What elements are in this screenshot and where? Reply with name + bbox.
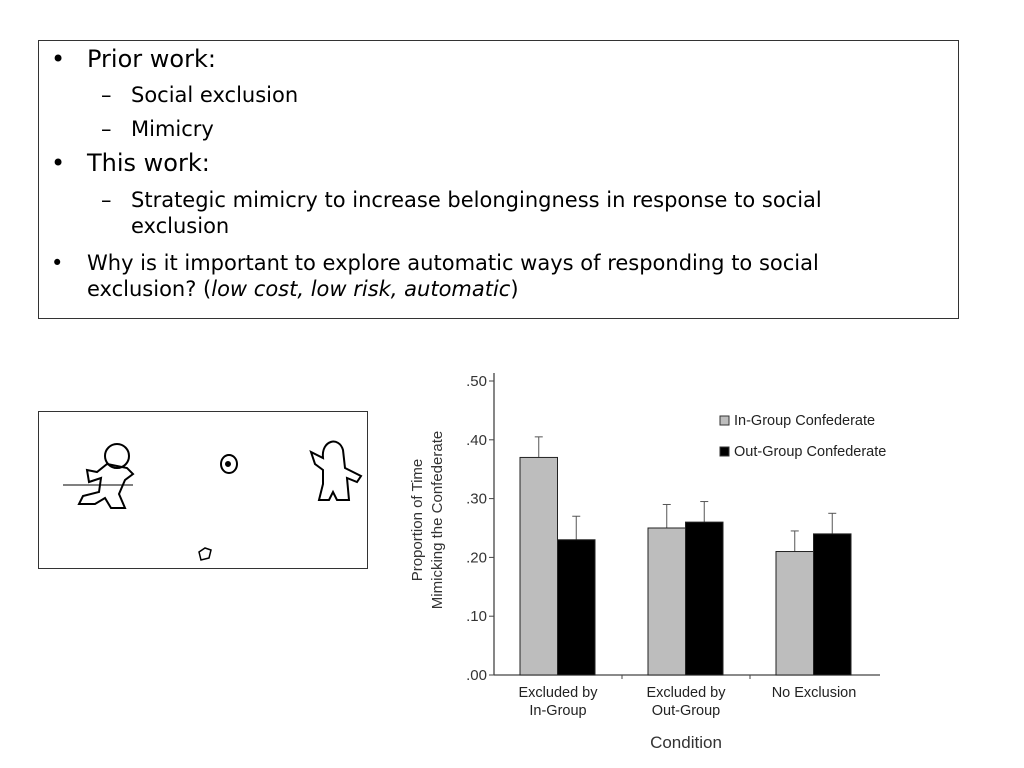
bar-in-group: [647, 527, 686, 676]
bullet-mark: •: [51, 45, 66, 73]
bullet-mark: •: [51, 149, 66, 177]
player-hand-icon: [198, 547, 212, 561]
x-tick-label: Out-Group: [652, 703, 721, 719]
dash-mark: –: [101, 83, 112, 107]
bar-in-group: [775, 551, 814, 676]
legend-label: In-Group Confederate: [734, 413, 875, 429]
legend-swatch: [719, 415, 730, 426]
subbullet-social-exclusion: – Social exclusion: [101, 83, 299, 107]
bullet-text: Why is it important to explore automatic…: [87, 251, 819, 301]
legend-label: Out-Group Confederate: [734, 444, 886, 460]
bar-out-group: [557, 539, 596, 676]
x-tick-label: Excluded by: [519, 685, 599, 701]
x-axis-label: Condition: [650, 733, 722, 752]
running-figure-icon: [63, 443, 135, 509]
standing-figure-icon: [309, 440, 363, 501]
y-tick-label: .00: [466, 667, 487, 684]
legend-swatch: [719, 446, 730, 457]
bullet-why: • Why is it important to explore automati…: [51, 250, 907, 302]
y-tick-label: .40: [466, 432, 487, 449]
y-tick-label: .10: [466, 608, 487, 625]
bullet-text: Strategic mimicry to increase belongingn…: [131, 188, 822, 238]
bullet-mark: •: [51, 251, 64, 275]
bullet-text: This work:: [87, 149, 210, 177]
x-tick-label: Excluded by: [647, 685, 727, 701]
bullet-text: Social exclusion: [131, 83, 299, 107]
y-tick-label: .30: [466, 491, 487, 508]
bar-out-group: [813, 533, 852, 676]
bullet-prior-work: • Prior work:: [51, 45, 216, 73]
ball-icon: [220, 454, 238, 474]
bullet-text-box: • Prior work: – Social exclusion – Mimicry …: [38, 40, 959, 319]
subbullet-mimicry: – Mimicry: [101, 117, 214, 141]
bullet-this-work: • This work:: [51, 149, 210, 177]
bullet-text: Prior work:: [87, 45, 216, 73]
bullet-italic-text: low cost, low risk, automatic: [211, 277, 511, 301]
y-axis-label: Mimicking the Confederate: [429, 431, 446, 609]
y-tick-label: .20: [466, 549, 487, 566]
subbullet-strategic: – Strategic mimicry to increase belonging…: [101, 187, 911, 239]
dash-mark: –: [101, 117, 112, 141]
bar-in-group: [519, 456, 558, 676]
dash-mark: –: [101, 188, 112, 212]
bullet-text: ): [510, 277, 519, 301]
bullet-text: Mimicry: [131, 117, 214, 141]
bar-chart: .00 .10 .20 .30 .40 .50 Excluded by In-Group Exc…: [409, 373, 886, 752]
x-tick-label: No Exclusion: [772, 685, 857, 701]
cyberball-illustration: [38, 411, 368, 569]
y-axis-label: Proportion of Time: [409, 459, 426, 582]
x-tick-label: In-Group: [529, 703, 586, 719]
y-tick-label: .50: [466, 373, 487, 390]
cartoon-figures-image: [63, 440, 363, 561]
bar-out-group: [685, 521, 724, 676]
